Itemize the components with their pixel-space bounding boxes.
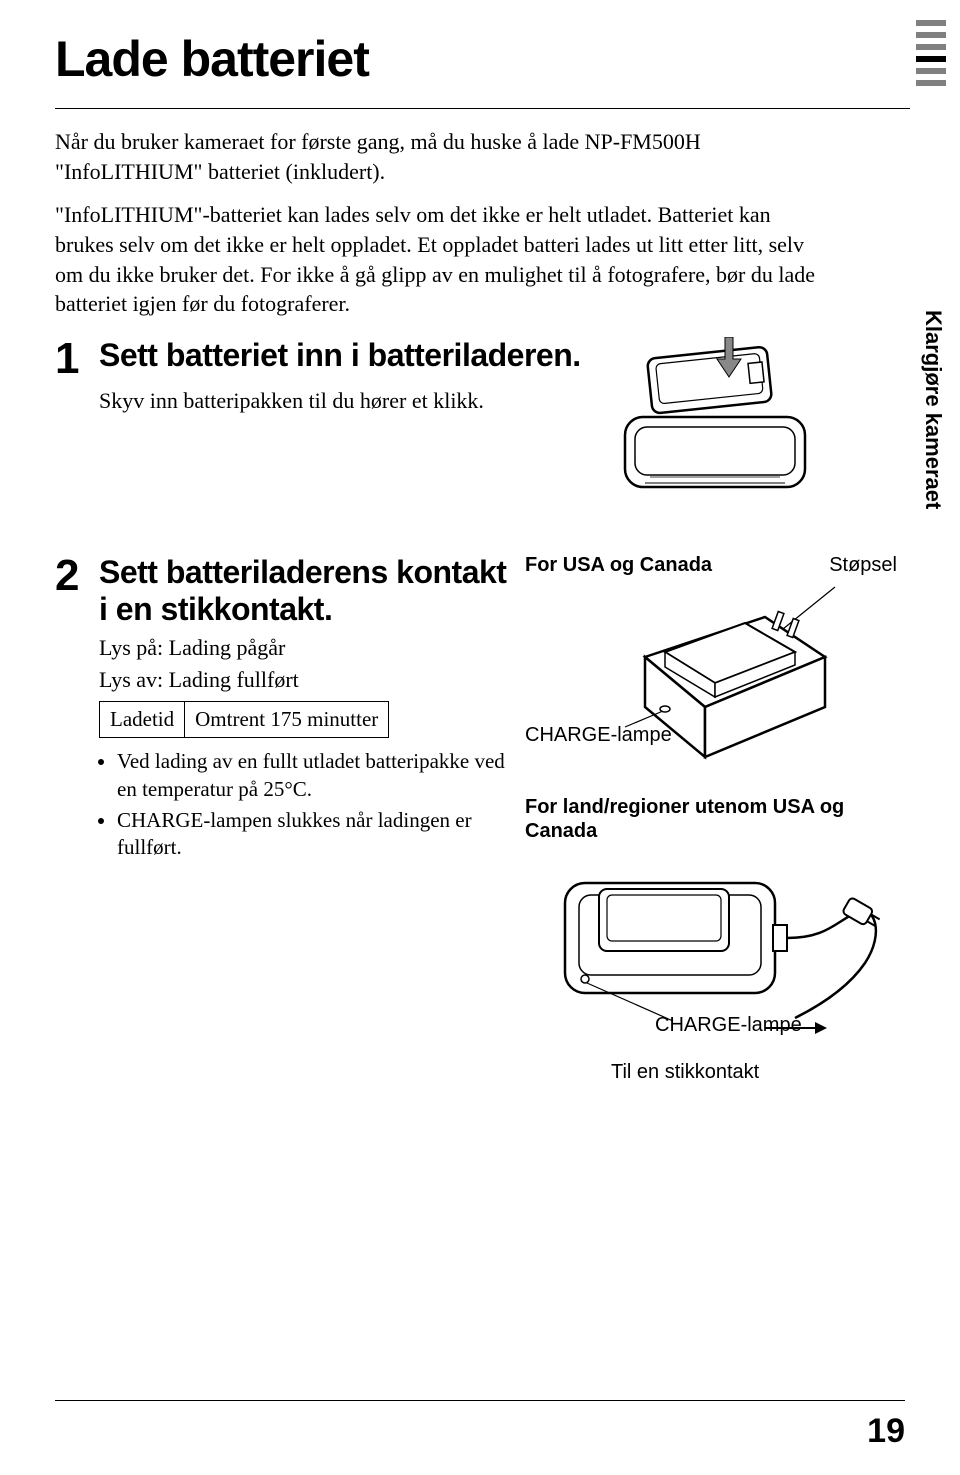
table-label: Ladetid — [100, 701, 185, 737]
figure-charge-lamp-label-b: CHARGE-lampe — [655, 1014, 802, 1036]
step-1-body: Skyv inn batteripakken til du hører et k… — [99, 387, 539, 416]
step-2-body: Lys på: Lading pågår Lys av: Lading full… — [99, 634, 507, 862]
charge-light-off: Lys av: Lading fullført — [99, 666, 507, 695]
step-title: Sett batteriet inn i batteriladeren. — [99, 337, 581, 374]
charge-time-table: Ladetid Omtrent 175 minutter — [99, 701, 389, 738]
step-1: 1 Sett batteriet inn i batteriladeren. — [55, 337, 587, 381]
figure-region-a-label: For USA og Canada — [525, 554, 712, 577]
page-title: Lade batteriet — [55, 30, 905, 88]
chapter-side-tab: Klargjøre kameraet — [920, 310, 946, 509]
intro-paragraph-1: Når du bruker kameraet for første gang, … — [55, 127, 815, 186]
charge-light-on: Lys på: Lading pågår — [99, 634, 507, 663]
figure-charger-us — [525, 577, 885, 787]
figure-charger-intl — [525, 843, 905, 1073]
step-title: Sett batteriladerens kontakt i en stikko… — [99, 554, 507, 628]
step-2: 2 Sett batteriladerens kontakt i en stik… — [55, 554, 507, 628]
side-index-bars — [916, 20, 946, 86]
figure-to-socket-label: Til en stikkontakt — [611, 1061, 759, 1083]
figure-charge-lamp-label-a: CHARGE-lampe — [525, 724, 672, 746]
step-number: 2 — [55, 554, 91, 598]
footer-rule — [55, 1400, 905, 1401]
page-number: 19 — [867, 1412, 905, 1451]
note-bullet-2: CHARGE-lampen slukkes når ladingen er fu… — [117, 807, 507, 862]
figure-battery-insert — [605, 337, 905, 512]
step-number: 1 — [55, 337, 91, 381]
figure-region-b-label: For land/regioner utenom USA og Canada — [525, 795, 845, 843]
note-bullet-1: Ved lading av en fullt utladet batteripa… — [117, 748, 507, 803]
title-rule — [55, 108, 910, 109]
table-value: Omtrent 175 minutter — [185, 701, 389, 737]
figure-plug-label: Støpsel — [829, 554, 897, 577]
intro-paragraph-2: "InfoLITHIUM"-batteriet kan lades selv o… — [55, 200, 815, 319]
